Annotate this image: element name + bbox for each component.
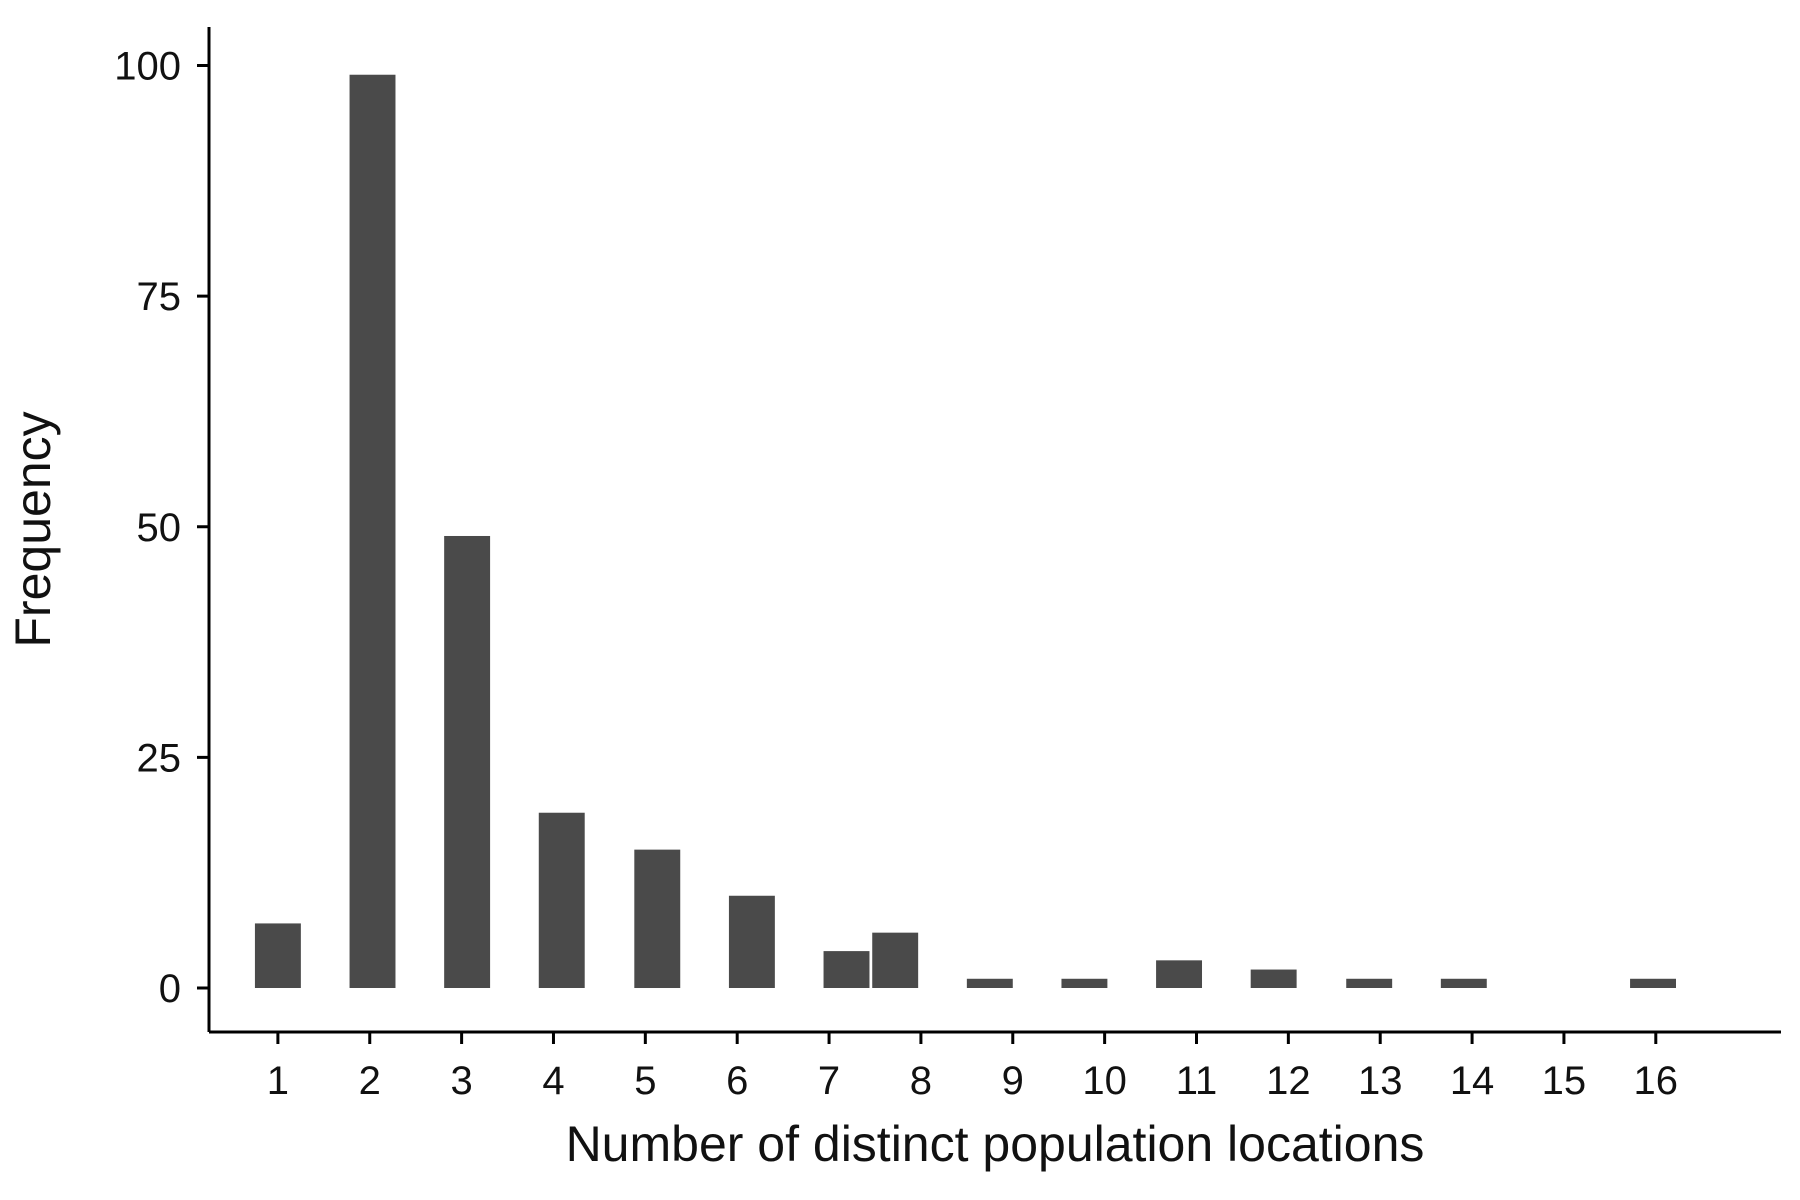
x-tick-label: 15: [1542, 1059, 1587, 1103]
x-tick-label: 11: [1176, 1059, 1218, 1103]
bar-11: [1156, 960, 1203, 988]
x-tick-label: 2: [359, 1059, 381, 1103]
x-tick-label: 3: [450, 1059, 472, 1103]
x-axis-title: Number of distinct population locations: [566, 1116, 1425, 1172]
bar-15: [1630, 978, 1676, 988]
y-axis-ticks: 0 25 50 75 100: [114, 45, 209, 1011]
x-tick-label: 7: [818, 1059, 840, 1103]
bar-14: [1440, 978, 1487, 988]
x-tick-label: 8: [910, 1059, 932, 1103]
bar-3: [444, 535, 491, 988]
bar-10: [1061, 978, 1108, 988]
y-axis-title: Frequency: [5, 411, 61, 647]
bar-12: [1250, 969, 1297, 988]
y-tick-label: 25: [137, 736, 182, 780]
x-tick-label: 16: [1634, 1059, 1679, 1103]
y-tick-label: 50: [137, 506, 182, 550]
x-tick-label: 14: [1450, 1059, 1495, 1103]
x-tick-label: 10: [1082, 1059, 1127, 1103]
bar-8: [872, 932, 919, 988]
bar-7: [823, 951, 870, 988]
x-axis-ticks: 1 2 3 4 5 6 7 8 9 10 11 12 13 14 15 16: [267, 1032, 1678, 1103]
x-tick-label: 5: [634, 1059, 656, 1103]
bar-9: [966, 978, 1013, 988]
bar-1: [254, 923, 301, 988]
y-tick-label: 0: [159, 967, 181, 1011]
bar-5: [634, 849, 681, 989]
x-tick-label: 13: [1358, 1059, 1403, 1103]
x-tick-label: 1: [267, 1059, 289, 1103]
bar-13: [1346, 978, 1393, 988]
bar-2: [349, 74, 396, 989]
y-tick-label: 75: [137, 275, 182, 319]
x-tick-label: 4: [542, 1059, 564, 1103]
x-tick-label: 12: [1266, 1059, 1311, 1103]
y-tick-label: 100: [114, 45, 181, 89]
x-tick-label: 6: [726, 1059, 748, 1103]
x-tick-label: 9: [1002, 1059, 1024, 1103]
bar-4: [538, 812, 585, 988]
bar-6: [728, 895, 775, 988]
bars-layer: [254, 74, 1676, 989]
